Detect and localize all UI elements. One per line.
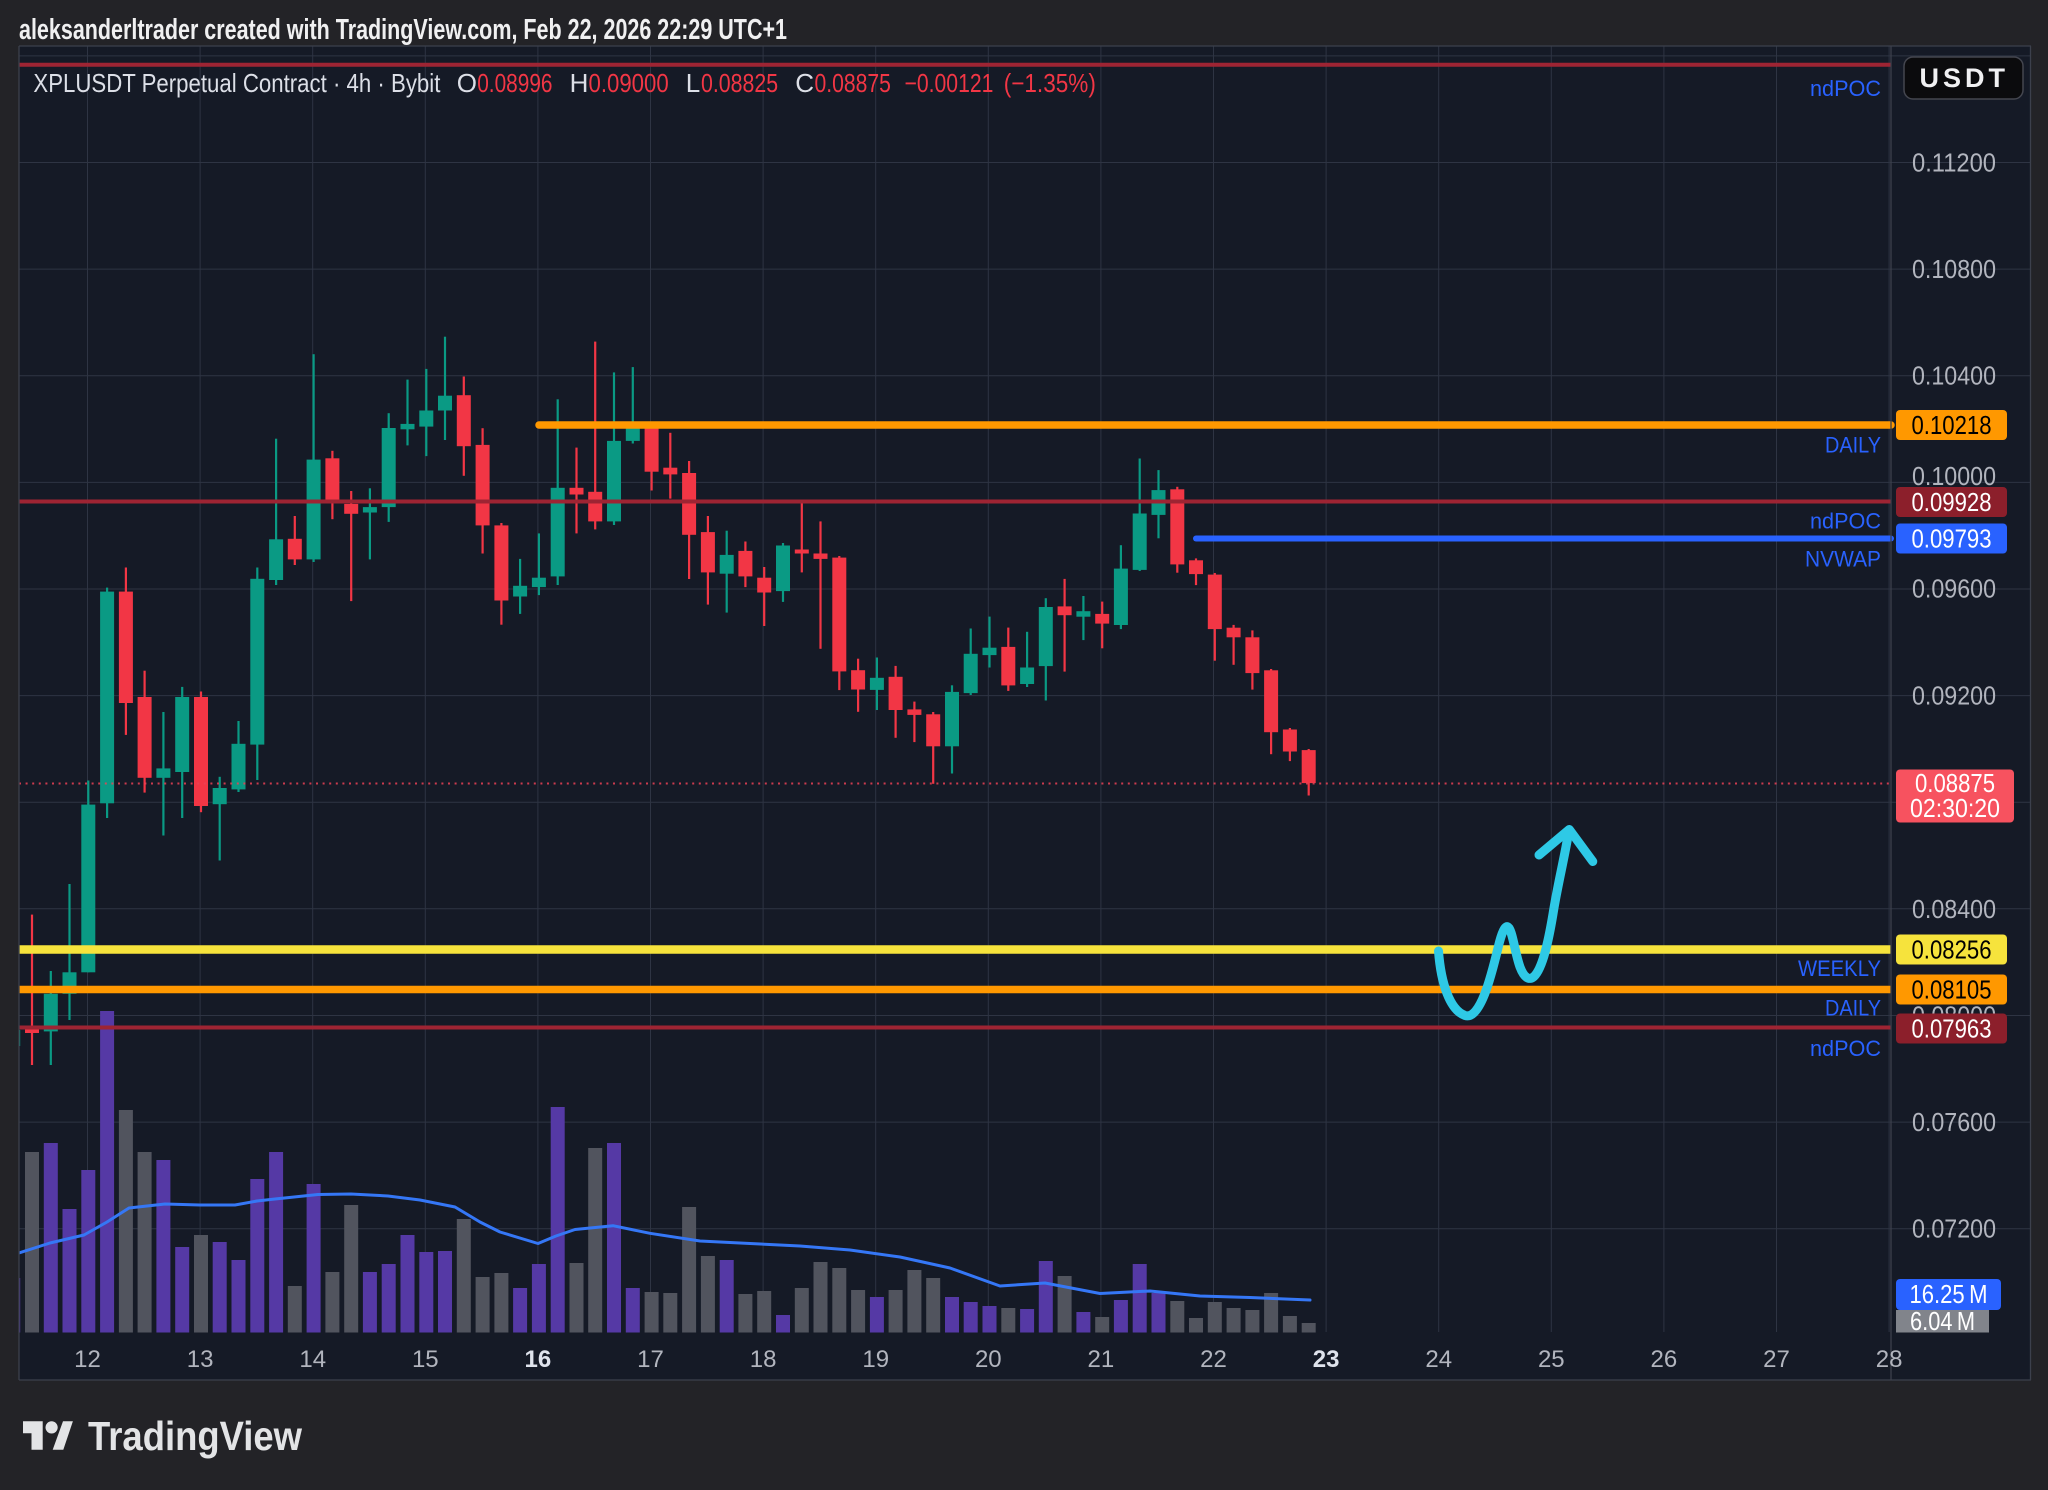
svg-text:aleksanderltrader created with: aleksanderltrader created with TradingVi… bbox=[19, 14, 787, 46]
svg-text:TradingView: TradingView bbox=[88, 1413, 302, 1459]
svg-text:15: 15 bbox=[412, 1346, 439, 1373]
svg-text:0.09600: 0.09600 bbox=[1912, 574, 1996, 604]
svg-text:22: 22 bbox=[1200, 1346, 1227, 1373]
svg-text:(−1.35%): (−1.35%) bbox=[1004, 68, 1096, 98]
svg-text:13: 13 bbox=[187, 1346, 214, 1373]
svg-text:ndPOC: ndPOC bbox=[1810, 1036, 1881, 1061]
svg-text:ndPOC: ndPOC bbox=[1810, 76, 1881, 101]
svg-text:21: 21 bbox=[1088, 1346, 1115, 1373]
svg-text:0.07963: 0.07963 bbox=[1912, 1014, 1992, 1044]
svg-text:O: O bbox=[457, 68, 477, 98]
svg-text:NVWAP: NVWAP bbox=[1805, 547, 1881, 572]
svg-text:0.08875: 0.08875 bbox=[1915, 768, 1995, 798]
svg-text:20: 20 bbox=[975, 1346, 1002, 1373]
svg-text:0.07200: 0.07200 bbox=[1912, 1214, 1996, 1244]
svg-text:DAILY: DAILY bbox=[1825, 996, 1881, 1021]
svg-text:0.08825: 0.08825 bbox=[701, 68, 778, 98]
svg-text:17: 17 bbox=[637, 1346, 664, 1373]
svg-text:−0.00121: −0.00121 bbox=[905, 68, 994, 98]
svg-text:12: 12 bbox=[74, 1346, 101, 1373]
svg-text:0.10218: 0.10218 bbox=[1912, 410, 1992, 440]
svg-text:0.08875: 0.08875 bbox=[815, 68, 891, 98]
svg-text:14: 14 bbox=[299, 1346, 326, 1373]
svg-text:WEEKLY: WEEKLY bbox=[1798, 956, 1881, 981]
svg-text:16.25 M: 16.25 M bbox=[1910, 1279, 1988, 1309]
svg-text:6.04 M: 6.04 M bbox=[1910, 1306, 1975, 1336]
svg-text:0.11200: 0.11200 bbox=[1912, 148, 1996, 178]
svg-text:16: 16 bbox=[525, 1346, 552, 1373]
svg-text:0.08400: 0.08400 bbox=[1912, 894, 1996, 924]
svg-text:0.09000: 0.09000 bbox=[589, 68, 669, 98]
svg-text:25: 25 bbox=[1538, 1346, 1565, 1373]
svg-text:XPLUSDT Perpetual Contract · 4: XPLUSDT Perpetual Contract · 4h · Bybit bbox=[33, 68, 441, 98]
svg-text:USDT: USDT bbox=[1920, 63, 2010, 93]
svg-text:0.08256: 0.08256 bbox=[1912, 935, 1992, 965]
svg-text:0.09793: 0.09793 bbox=[1912, 524, 1992, 554]
svg-text:26: 26 bbox=[1651, 1346, 1678, 1373]
svg-text:C: C bbox=[795, 68, 814, 98]
svg-text:0.10400: 0.10400 bbox=[1912, 361, 1996, 391]
svg-text:ndPOC: ndPOC bbox=[1810, 509, 1881, 534]
svg-text:18: 18 bbox=[750, 1346, 777, 1373]
svg-text:02:30:20: 02:30:20 bbox=[1910, 793, 2000, 823]
svg-text:0.09928: 0.09928 bbox=[1912, 487, 1992, 517]
svg-text:0.08105: 0.08105 bbox=[1912, 975, 1992, 1005]
svg-text:19: 19 bbox=[862, 1346, 889, 1373]
svg-text:L: L bbox=[686, 68, 700, 98]
svg-text:28: 28 bbox=[1876, 1346, 1903, 1373]
svg-text:27: 27 bbox=[1763, 1346, 1790, 1373]
svg-text:DAILY: DAILY bbox=[1825, 432, 1881, 457]
svg-text:0.09200: 0.09200 bbox=[1912, 681, 1996, 711]
svg-text:23: 23 bbox=[1313, 1346, 1340, 1373]
svg-text:0.10800: 0.10800 bbox=[1912, 254, 1996, 284]
svg-text:0.07600: 0.07600 bbox=[1912, 1107, 1996, 1137]
svg-text:0.08996: 0.08996 bbox=[477, 68, 552, 98]
svg-text:24: 24 bbox=[1425, 1346, 1452, 1373]
svg-text:H: H bbox=[570, 68, 589, 98]
svg-text:0.10000: 0.10000 bbox=[1912, 461, 1996, 491]
